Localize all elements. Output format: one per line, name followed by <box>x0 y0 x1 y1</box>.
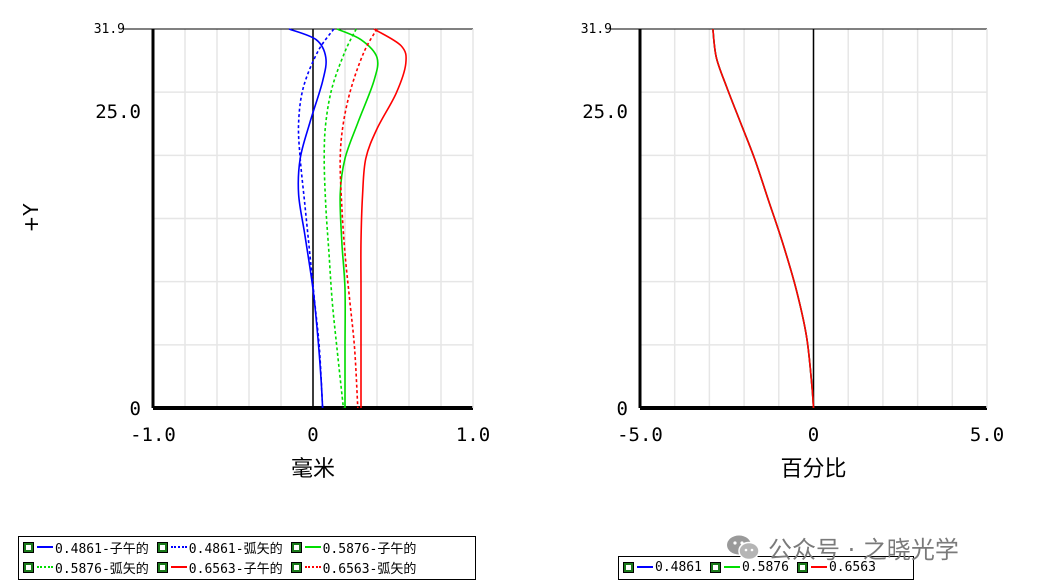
legend-checkbox-icon[interactable] <box>23 561 34 573</box>
y-tick-label: 25.0 <box>95 101 141 123</box>
legend-swatch <box>37 546 53 548</box>
series-line-1-6 <box>339 28 378 409</box>
legend-label: 0.5876 <box>741 559 789 575</box>
legend-field-curves: 0.4861-子午的 0.4861-弧矢的 0.5876-子午的 0.5876-弧矢的… <box>18 536 476 580</box>
legend-item: 0.5876-弧矢的 <box>19 558 149 577</box>
series-line-1-5 <box>360 28 407 408</box>
y-tick-label: 0 <box>617 398 628 420</box>
legend-label: 0.5876-弧矢的 <box>55 561 149 577</box>
watermark-text: 公众号 · 之晓光学 <box>768 536 959 564</box>
legend-checkbox-icon[interactable] <box>796 561 808 573</box>
x-tick-label: -1.0 <box>130 424 176 446</box>
legend-checkbox-icon[interactable] <box>290 561 302 573</box>
legend-label: 0.4861-子午的 <box>55 541 149 557</box>
legend-label: 0.5876-子午的 <box>322 541 417 557</box>
chart-2: -5.0 0 5.0 0 25.0 31.9 百分比 <box>581 22 1004 482</box>
legend-item: 0.5876 <box>706 560 789 575</box>
legend-swatch <box>810 566 827 568</box>
wechat-icon <box>727 535 760 560</box>
legend-row: 0.4861 0.5876 0.6563 <box>619 557 913 577</box>
x-tick-label: 0 <box>808 424 819 446</box>
series-line-1-2 <box>297 28 335 409</box>
legend-checkbox-icon[interactable] <box>623 561 634 573</box>
legend-item: 0.4861-子午的 <box>19 538 149 557</box>
y-tick-label: 31.9 <box>94 22 125 37</box>
legend-item: 0.6563-弧矢的 <box>287 558 417 577</box>
legend-label: 0.6563-弧矢的 <box>322 561 417 577</box>
legend-label: 0.6563 <box>828 559 876 575</box>
legend-swatch <box>723 566 740 568</box>
legend-label: 0.4861 <box>655 559 702 575</box>
series-line-2-3 <box>712 28 815 409</box>
legend-swatch <box>37 566 53 568</box>
y-tick-label: 25.0 <box>582 101 628 123</box>
legend-swatch <box>304 546 321 548</box>
legend-swatch <box>170 566 187 568</box>
legend-row: 0.4861-子午的 0.4861-弧矢的 0.5876-子午的 <box>19 537 475 557</box>
legend-swatch <box>637 566 653 568</box>
legend-label: 0.4861-弧矢的 <box>188 541 283 557</box>
legend-label: 0.6563-子午的 <box>188 561 283 577</box>
legend-item: 0.4861 <box>619 560 702 575</box>
legend-item: 0.6563 <box>793 560 876 575</box>
legend-checkbox-icon[interactable] <box>290 541 302 553</box>
series-line-1-3 <box>336 28 379 408</box>
legend-item: 0.4861-弧矢的 <box>153 538 283 557</box>
x-tick-label: 5.0 <box>970 424 1004 446</box>
legend-item: 0.6563-子午的 <box>153 558 283 577</box>
legend-distortion: 0.4861 0.5876 0.6563 <box>618 556 914 580</box>
x-axis-label: 毫米 <box>291 457 335 482</box>
legend-row: 0.5876-弧矢的 0.6563-子午的 0.6563-弧矢的 <box>19 557 475 577</box>
x-tick-label: 1.0 <box>456 424 490 446</box>
legend-swatch <box>304 566 321 568</box>
x-axis-label: 百分比 <box>780 457 846 482</box>
chart-1: -1.0 0 1.0 0 25.0 31.9 毫米 +Y <box>19 22 490 482</box>
watermark: 公众号 · 之晓光学 <box>726 530 959 565</box>
x-tick-label: -5.0 <box>617 424 663 446</box>
legend-item: 0.5876-子午的 <box>287 538 417 557</box>
legend-checkbox-icon[interactable] <box>156 561 168 573</box>
y-tick-label: 0 <box>130 398 141 420</box>
y-tick-label: 31.9 <box>581 22 612 37</box>
x-tick-label: 0 <box>307 424 318 446</box>
legend-checkbox-icon[interactable] <box>156 541 168 553</box>
legend-checkbox-icon[interactable] <box>23 541 34 553</box>
legend-checkbox-icon[interactable] <box>709 561 721 573</box>
y-axis-label: +Y <box>19 203 43 233</box>
legend-swatch <box>170 546 187 548</box>
